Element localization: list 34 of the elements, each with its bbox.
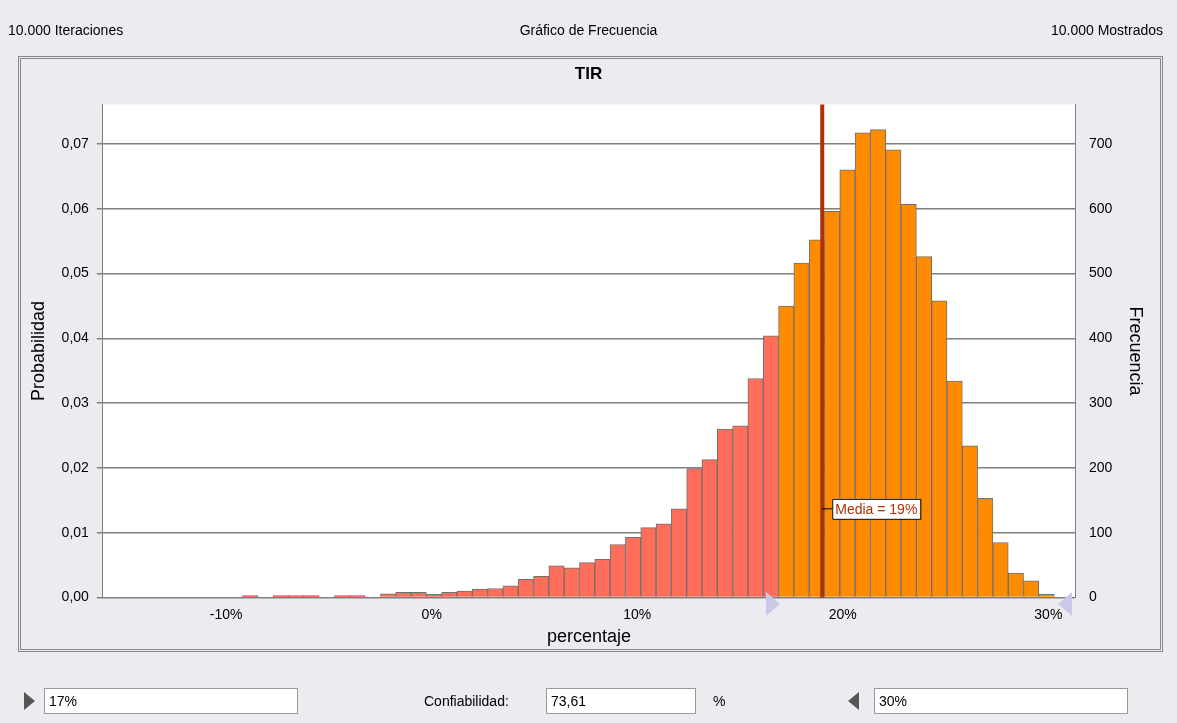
y-tick-label: 0,00 — [61, 588, 90, 605]
y-tick-label: 0,05 — [61, 264, 90, 281]
y-tick-label: 0,04 — [61, 329, 90, 346]
ref-line-label: Media = 19% — [835, 500, 918, 517]
x-tick-label: 0% — [421, 605, 442, 622]
x-axis-title: percentaje — [546, 626, 631, 647]
text: 10.000 Iteraciones — [8, 22, 124, 38]
text: % — [713, 693, 726, 709]
y2-tick-label: 400 — [1089, 329, 1113, 346]
text: 30% — [874, 688, 1128, 714]
y2-tick-label: 100 — [1089, 523, 1113, 540]
y-tick-label: 0,07 — [61, 134, 90, 151]
y2-tick-label: 500 — [1089, 264, 1113, 281]
y2-tick-label: 200 — [1089, 458, 1113, 475]
text: 10.000 Mostrados — [1050, 22, 1163, 38]
y-axis-title: Probabilidad — [27, 300, 48, 402]
y2-tick-label: 300 — [1089, 394, 1113, 411]
x-tick-label: 20% — [828, 605, 857, 622]
chart-title: TIR — [573, 64, 604, 84]
text: 73,61 — [546, 688, 696, 714]
text: 17% — [44, 688, 298, 714]
y2-tick-label: 0 — [1089, 588, 1098, 605]
x-tick-label: 10% — [623, 605, 652, 622]
y2-axis-title: Frecuencia — [1126, 306, 1147, 397]
y-tick-label: 0,01 — [61, 523, 90, 540]
y-tick-label: 0,02 — [61, 458, 90, 475]
y2-tick-label: 700 — [1089, 134, 1113, 151]
y-tick-label: 0,06 — [61, 199, 90, 216]
x-tick-label: 30% — [1034, 605, 1063, 622]
text: Gráfico de Frecuencia — [519, 22, 658, 38]
text: Confiabilidad: — [424, 693, 509, 709]
x-tick-label: -10% — [209, 605, 243, 622]
y2-tick-label: 600 — [1089, 199, 1113, 216]
y-tick-label: 0,03 — [61, 394, 90, 411]
